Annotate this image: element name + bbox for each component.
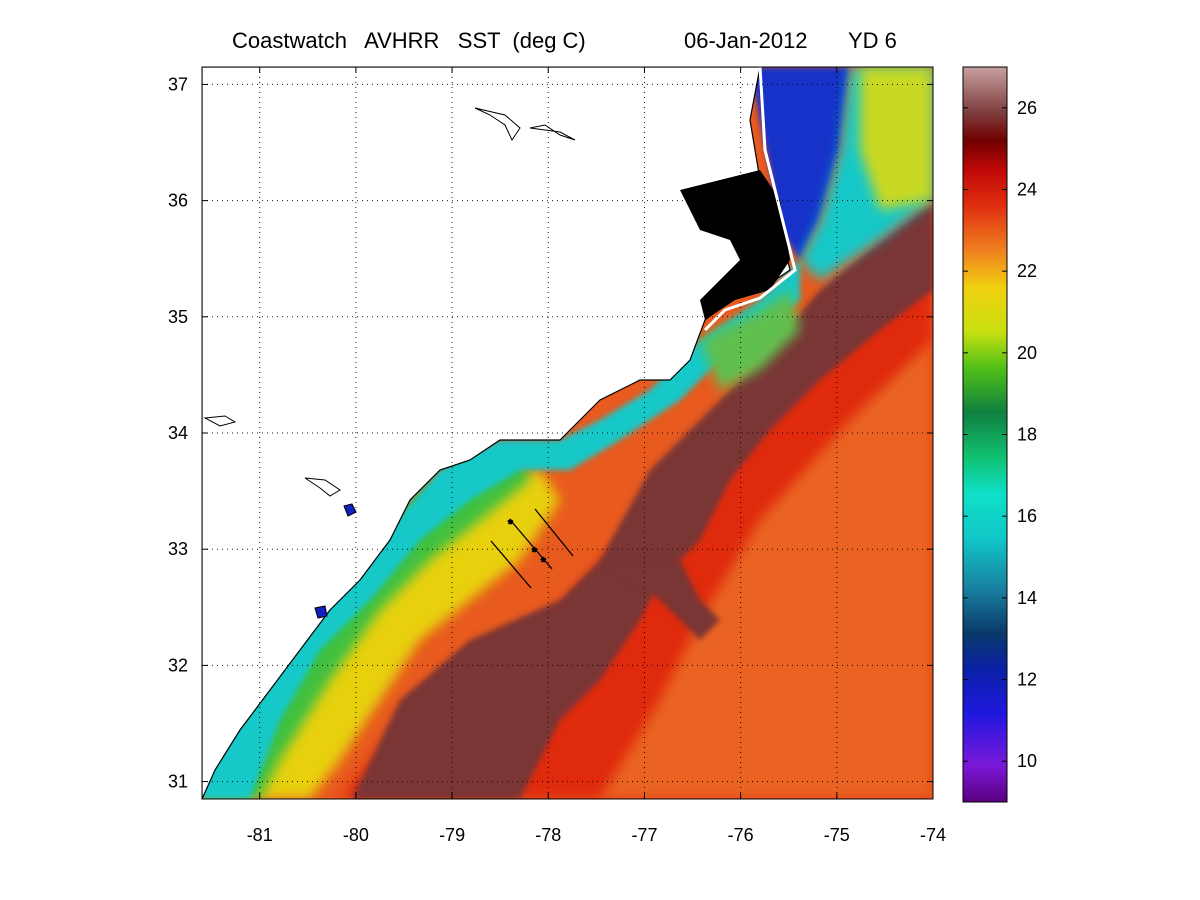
sst-gulf-stream-core: [352, 200, 933, 799]
colorbar-tick-label: 12: [1017, 670, 1037, 690]
colorbar-tick-labels: 10 12 14 16 18 20 22 24 26: [1017, 98, 1037, 771]
lon-tick-label: -75: [824, 825, 850, 845]
sst-gulf-stream-filament: [600, 560, 720, 640]
transect-line-3: [534, 508, 574, 557]
title-source: Coastwatch AVHRR SST (deg C): [232, 28, 586, 53]
lon-tick-label: -81: [247, 825, 273, 845]
lake-3: [314, 605, 328, 619]
colorbar-tick-label: 10: [1017, 751, 1037, 771]
colorbar-tick-label: 18: [1017, 425, 1037, 445]
sounds-mask: [680, 170, 790, 320]
lat-tick-label: 34: [168, 423, 188, 443]
colorbar-tick-label: 22: [1017, 261, 1037, 281]
lake-4: [203, 415, 237, 427]
map-ticks: [202, 67, 934, 799]
land-mask: [202, 67, 797, 799]
latitude-tick-labels: 31 32 33 34 35 36 37: [168, 74, 188, 791]
lat-tick-label: 32: [168, 655, 188, 675]
sst-orange-offshore-east: [600, 340, 933, 799]
lon-tick-label: -76: [728, 825, 754, 845]
lake-1: [304, 477, 341, 497]
sst-nearshore-cyan: [202, 260, 800, 799]
lon-tick-label: -77: [631, 825, 657, 845]
colorbar-tick-label: 14: [1017, 588, 1037, 608]
island-mid: [529, 124, 576, 141]
lon-tick-label: -78: [535, 825, 561, 845]
sst-north-cold-water: [750, 67, 850, 260]
station-marker-3: *: [541, 555, 546, 569]
station-marker-1: *: [508, 517, 513, 531]
island-upper-left: [474, 107, 521, 142]
colorbar-tick-label: 26: [1017, 98, 1037, 118]
lon-tick-label: -74: [920, 825, 946, 845]
outer-banks: [703, 67, 797, 332]
transect-lines: * * *: [490, 508, 574, 589]
title-yearday: YD 6: [848, 28, 897, 53]
transect-line-2: [511, 521, 553, 570]
sst-pamlico-shelf-green: [700, 290, 800, 390]
colorbar: 10 12 14 16 18 20 22 24 26: [962, 66, 1037, 803]
sst-north-yellow-green: [860, 67, 933, 210]
lon-tick-label: -79: [439, 825, 465, 845]
station-marker-2: *: [532, 545, 537, 559]
colorbar-tick-label: 24: [1017, 180, 1037, 200]
colorbar-gradient: [962, 66, 1008, 803]
lat-tick-label: 37: [168, 74, 188, 94]
map-title: Coastwatch AVHRR SST (deg C) 06-Jan-2012…: [0, 28, 1200, 58]
colorbar-tick-label: 20: [1017, 343, 1037, 363]
lat-tick-label: 31: [168, 772, 188, 792]
colorbar-tick-label: 16: [1017, 506, 1037, 526]
title-date: 06-Jan-2012: [684, 28, 808, 53]
colorbar-ticks: [963, 107, 1007, 762]
lat-tick-label: 33: [168, 539, 188, 559]
lat-tick-label: 35: [168, 307, 188, 327]
lat-tick-label: 36: [168, 191, 188, 211]
map-grid: [202, 67, 934, 799]
longitude-tick-labels: -81 -80 -79 -78 -77 -76 -75 -74: [247, 825, 946, 845]
lon-tick-label: -80: [343, 825, 369, 845]
